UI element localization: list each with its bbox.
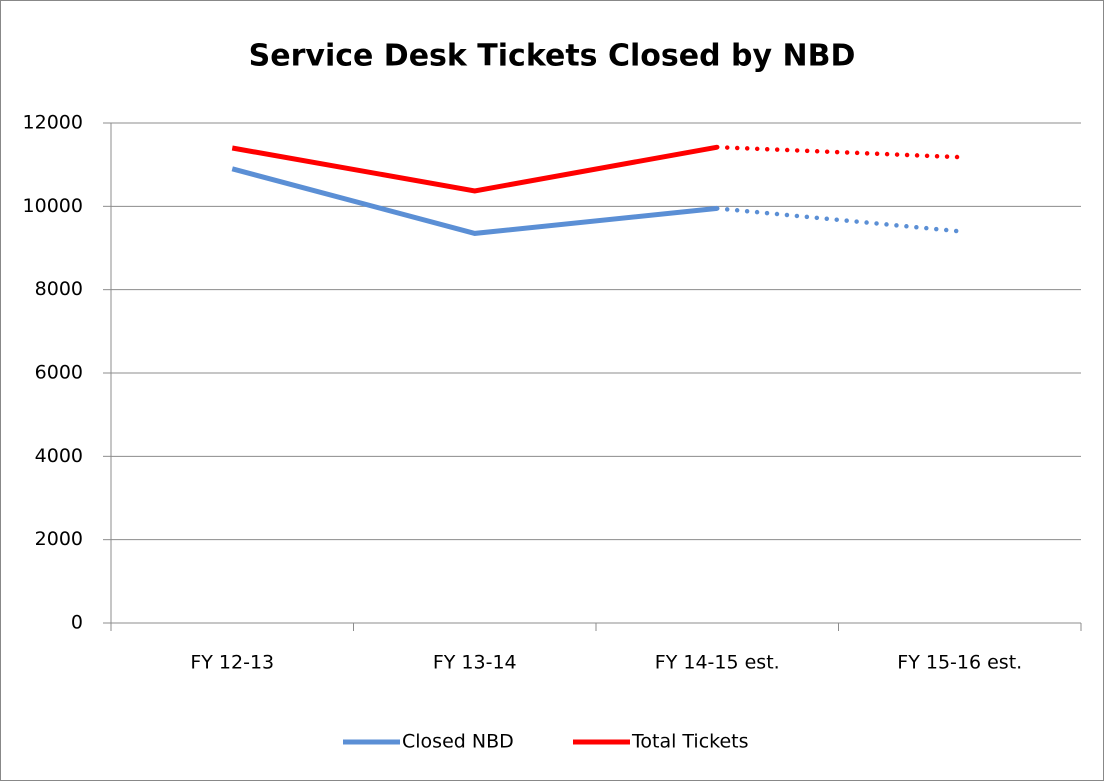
x-tick-label: FY 15-16 est. (897, 652, 1022, 674)
y-tick-label: 6000 (35, 362, 83, 384)
x-tick-label: FY 12-13 (190, 652, 274, 674)
x-tick-label: FY 14-15 est. (655, 652, 780, 674)
y-tick-label: 8000 (35, 278, 83, 300)
line-series-estimate (715, 206, 962, 234)
line-series (231, 144, 718, 194)
y-tick-label: 2000 (35, 528, 83, 550)
y-tick-label: 12000 (23, 112, 83, 134)
line-series (231, 166, 718, 236)
x-tick-label: FY 13-14 (433, 652, 517, 674)
legend-label: Closed NBD (402, 731, 514, 753)
chart-title: Service Desk Tickets Closed by NBD (249, 39, 856, 74)
y-tick-label: 10000 (23, 195, 83, 217)
y-tick-label: 0 (71, 612, 83, 634)
line-series-estimate (715, 144, 962, 160)
y-tick-label: 4000 (35, 445, 83, 467)
legend-label: Total Tickets (631, 731, 749, 753)
